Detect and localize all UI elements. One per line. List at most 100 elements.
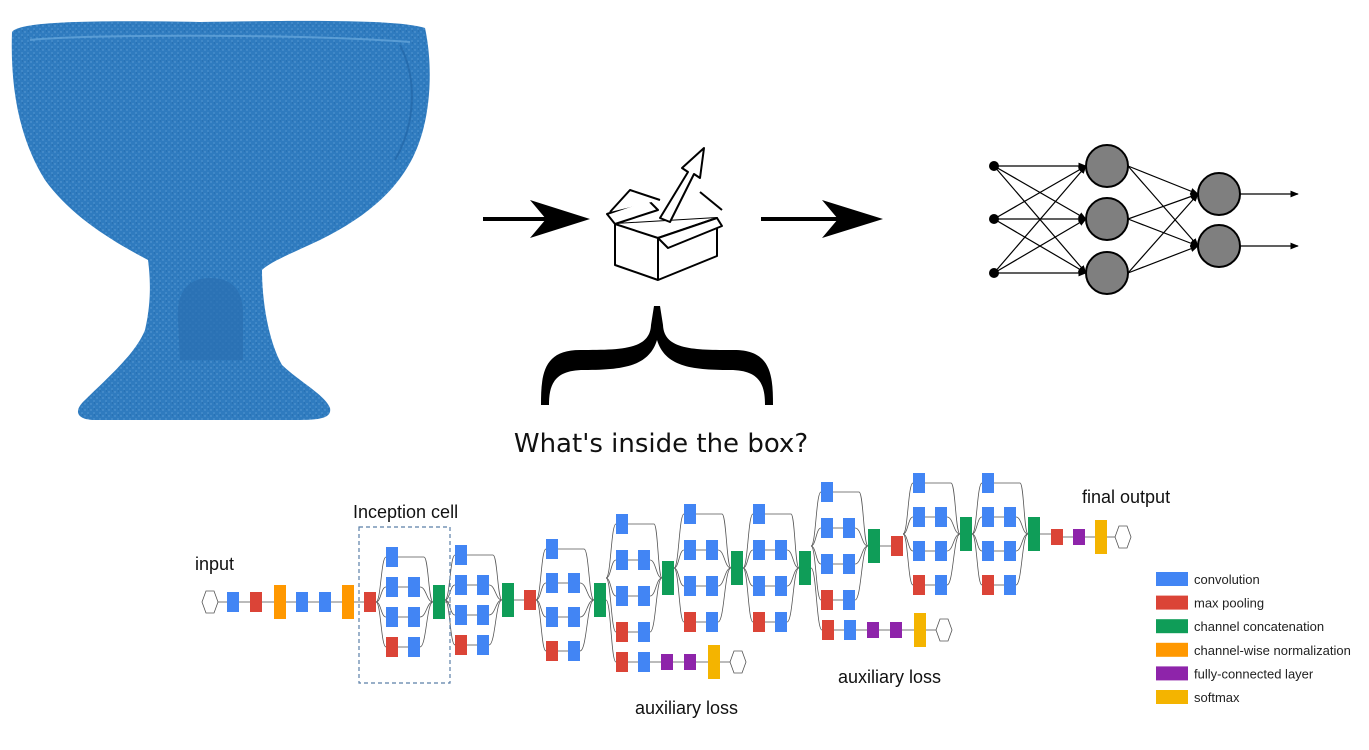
layer-link [742,513,754,569]
layer-link [579,599,595,652]
layer-link [742,567,754,623]
layer-link [946,516,961,535]
layer-block [386,637,398,657]
auxiliary-loss-label: auxiliary loss [838,667,941,687]
legend-label: max pooling [1194,596,1264,611]
layer-link [902,533,914,586]
layer-link [971,516,983,535]
layer-block [319,592,331,612]
layer-block [1004,541,1016,561]
layer-link [971,482,983,535]
layer-block [546,641,558,661]
layer-block [433,585,445,619]
layer-block [775,540,787,560]
layer-block [638,586,650,606]
layer-link [673,567,685,623]
layer-link [419,586,434,603]
legend-swatch [1156,595,1188,610]
layer-block [708,645,720,679]
layer-block [913,473,925,493]
layer-block [843,590,855,610]
nn-hidden-neuron [1085,144,1129,188]
layer-link [902,482,914,535]
layer-block [568,641,580,661]
layer-block [1073,529,1085,545]
layer-block [843,518,855,538]
legend-label: channel-wise normalization [1194,643,1351,658]
nn-output-neuron [1197,172,1241,216]
layer-link [535,599,547,652]
layer-block [706,576,718,596]
layer-block [616,586,628,606]
layer-block [706,612,718,632]
layer-link [535,582,547,601]
nn-input-node [989,268,999,278]
layer-link [649,577,663,633]
inception-network [201,473,1132,679]
layer-link [488,599,503,646]
layer-block [867,622,879,638]
legend-swatch [1156,690,1188,704]
layer-block [731,551,743,585]
auxiliary-loss-label: auxiliary loss [635,698,738,718]
nn-input-node [989,214,999,224]
layer-block [960,517,972,551]
layer-link [1015,516,1029,535]
layer-block [1051,529,1063,545]
layer-block [868,529,880,563]
input-node [201,590,219,614]
layer-block [455,575,467,595]
layer-block [386,547,398,567]
layer-block [408,607,420,627]
legend-label: fully-connected layer [1194,666,1314,681]
nn-edge [993,165,1087,274]
layer-block [753,576,765,596]
layer-block [684,576,696,596]
layer-block [890,622,902,638]
layer-link [375,601,387,648]
layer-block [546,607,558,627]
layer-link [653,523,663,579]
layer-block [364,592,376,612]
layer-link [673,549,685,569]
layer-block [524,590,536,610]
layer-block [913,541,925,561]
nn-edge [993,165,1087,220]
layer-block [821,518,833,538]
layer-link [950,482,961,535]
nn-edge [1127,193,1199,220]
nn-edge [1127,165,1199,195]
layer-link [854,527,869,547]
layer-block [935,575,947,595]
nn-edge [993,218,1087,274]
layer-link [605,523,617,579]
layer-block [616,652,628,672]
layer-block [616,514,628,534]
layer-block [274,585,286,619]
layer-block [753,540,765,560]
layer-block [455,635,467,655]
legend-swatch [1156,642,1188,657]
layer-block [661,654,673,670]
layer-block [982,507,994,527]
layer-link [810,545,822,601]
nn-edge [1127,193,1199,274]
layer-link [375,586,387,603]
legend-label: softmax [1194,690,1240,705]
layer-block [684,540,696,560]
layer-block [455,605,467,625]
layer-block [799,551,811,585]
layer-link [492,554,503,601]
layer-block [913,507,925,527]
legend-label: channel concatenation [1194,619,1324,634]
layer-block [616,550,628,570]
layer-block [982,473,994,493]
final-output-label: final output [1082,487,1170,507]
layer-link [605,577,617,633]
layer-link [742,549,754,569]
inception-cell-label: Inception cell [353,502,458,522]
layer-block [386,607,398,627]
layer-block [638,652,650,672]
layer-block [477,575,489,595]
